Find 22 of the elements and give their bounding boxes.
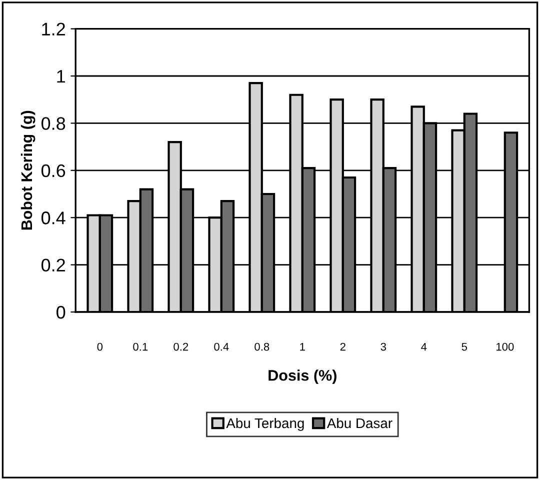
x-tick-label: 0.8: [254, 342, 270, 351]
x-tick-label: 1: [300, 342, 305, 351]
y-tick-label: 1: [57, 70, 65, 83]
x-tick-label: 4: [421, 342, 427, 351]
y-tick-label: 0.4: [41, 212, 66, 224]
x-tick-label: 5: [462, 342, 468, 351]
legend-label: Abu Terbang: [226, 418, 304, 431]
legend-label: Abu Dasar: [326, 418, 392, 428]
y-tick-label: 0.2: [41, 258, 65, 272]
x-tick-label: 100: [496, 342, 514, 351]
y-tick-label: 0.6: [41, 164, 66, 178]
x-tick-label: 0.2: [174, 342, 188, 351]
y-axis-title: Bobot Kering (g): [20, 110, 36, 230]
x-tick-label: 0: [97, 342, 103, 351]
y-tick-label: 0: [56, 306, 66, 319]
y-tick-label: 1.2: [42, 22, 65, 36]
x-tick-label: 0.1: [133, 342, 148, 351]
y-tick-label: 0.8: [41, 117, 66, 130]
x-tick-label: 0.4: [214, 342, 229, 351]
x-axis-title: Dosis (%): [268, 370, 336, 384]
x-tick-label: 2: [340, 342, 346, 351]
x-tick-label: 3: [380, 342, 386, 351]
